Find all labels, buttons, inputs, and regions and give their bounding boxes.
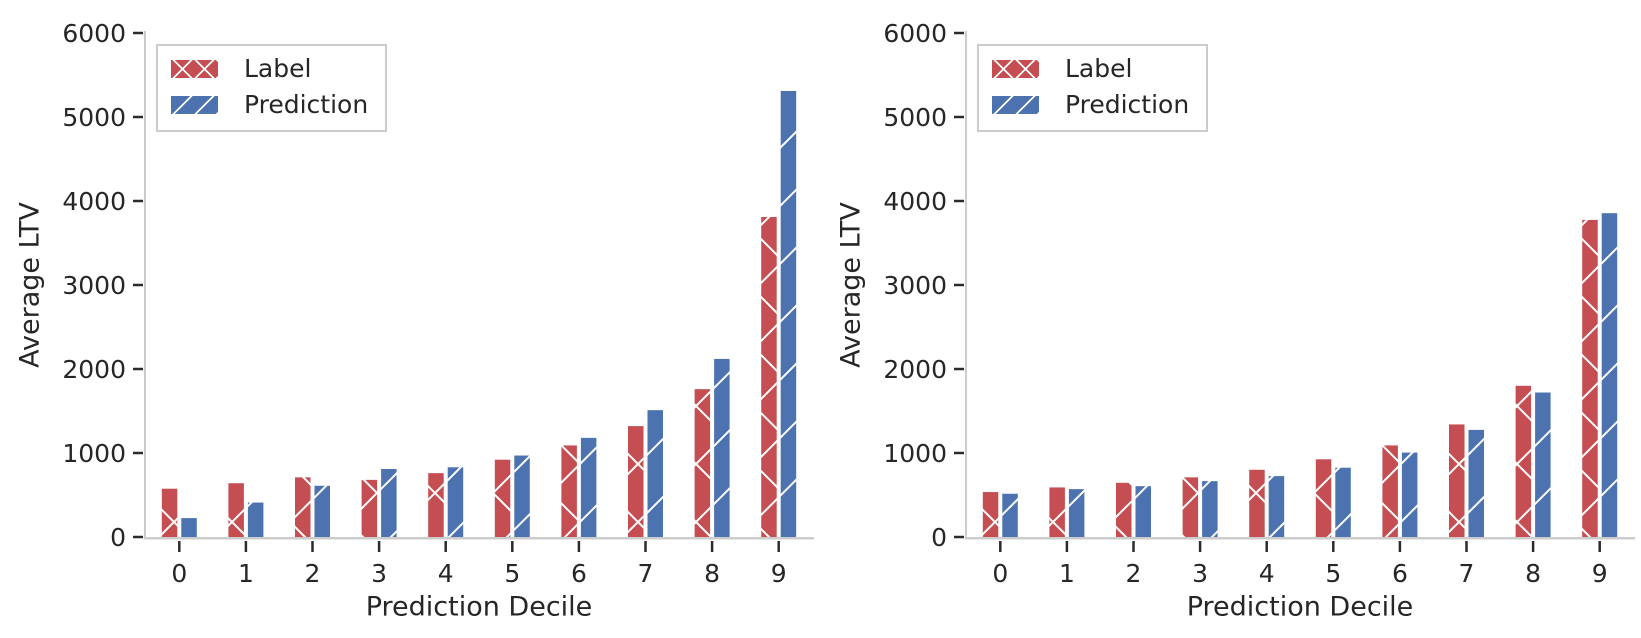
legend: Label Prediction <box>156 44 388 132</box>
x-tick-label: 7 <box>638 559 654 588</box>
x-tick-label: 9 <box>1592 559 1608 588</box>
bar-label-decile-8 <box>694 389 711 537</box>
bar-prediction-decile-0 <box>181 518 197 537</box>
legend-item-label: Label <box>171 54 368 84</box>
bar-label-decile-3 <box>1182 477 1199 537</box>
bar-prediction-decile-9 <box>780 90 797 538</box>
bar-prediction-decile-4 <box>447 467 464 537</box>
x-axis-label: Prediction Decile <box>1186 591 1414 623</box>
bar-prediction-decile-2 <box>314 485 330 537</box>
bar-label-decile-6 <box>1382 445 1398 537</box>
legend-item-label: Label <box>992 54 1189 84</box>
legend-item-prediction: Prediction <box>992 89 1190 120</box>
legend-item-prediction: Prediction <box>171 89 369 120</box>
bar-label-decile-6 <box>561 445 577 537</box>
bar-prediction-decile-7 <box>1468 429 1484 537</box>
bar-label-decile-5 <box>1315 459 1332 537</box>
legend-swatch-label <box>171 60 218 79</box>
x-tick-label: 7 <box>1459 559 1475 588</box>
y-tick-label: 5000 <box>62 103 126 132</box>
y-tick-label: 2000 <box>62 355 126 384</box>
bar-label-decile-1 <box>1049 487 1065 537</box>
x-tick-label: 4 <box>1259 559 1275 588</box>
x-tick-label: 1 <box>1059 559 1075 588</box>
y-tick-label: 2000 <box>883 355 947 384</box>
plot-area-left: 0 1000 2000 3000 4000 5000 6000 0 1 2 3 4 5 6 7 8 9 <box>62 19 814 588</box>
bar-label-decile-1 <box>228 483 244 537</box>
y-tick-label: 1000 <box>883 439 947 468</box>
bar-label-decile-5 <box>494 459 511 537</box>
bar-label-decile-8 <box>1515 385 1532 537</box>
x-tick-label: 3 <box>371 559 387 588</box>
bar-prediction-decile-4 <box>1268 476 1285 537</box>
bar-prediction-decile-1 <box>247 502 264 537</box>
x-tick-label: 9 <box>771 559 787 588</box>
x-tick-label: 2 <box>1126 559 1142 588</box>
y-tick-label: 4000 <box>883 187 947 216</box>
bar-label-decile-7 <box>1449 424 1465 537</box>
x-tick-label: 5 <box>1325 559 1341 588</box>
bar-chart-right: 0 1000 2000 3000 4000 5000 6000 0 1 2 3 4 5 6 7 8 9 Aver… <box>821 0 1641 638</box>
bar-label-decile-3 <box>361 479 378 537</box>
y-tick-label: 0 <box>931 523 947 552</box>
bar-prediction-decile-3 <box>381 468 397 537</box>
x-tick-label: 0 <box>992 559 1008 588</box>
bar-label-decile-4 <box>1249 469 1265 537</box>
x-tick-label: 2 <box>305 559 321 588</box>
bar-prediction-decile-1 <box>1068 489 1085 537</box>
legend-label: Label <box>244 54 312 83</box>
bar-prediction-decile-5 <box>1335 467 1351 537</box>
x-tick-label: 5 <box>504 559 520 588</box>
bar-prediction-decile-5 <box>514 455 530 537</box>
x-tick-label: 0 <box>171 559 187 588</box>
x-tick-label: 8 <box>1525 559 1541 588</box>
bar-prediction-decile-8 <box>714 358 730 537</box>
bar-prediction-decile-0 <box>1002 493 1018 537</box>
bar-label-decile-2 <box>295 477 311 537</box>
legend: Label Prediction <box>977 44 1209 132</box>
bar-prediction-decile-6 <box>1401 452 1418 537</box>
bar-label-decile-4 <box>428 473 444 537</box>
y-tick-label: 5000 <box>883 103 947 132</box>
bar-label-decile-0 <box>982 492 999 537</box>
bar-label-decile-7 <box>628 426 644 537</box>
y-tick-label: 6000 <box>62 19 126 48</box>
bar-label-decile-9 <box>761 216 777 537</box>
plot-area-right: 0 1000 2000 3000 4000 5000 6000 0 1 2 3 4 5 6 7 8 9 <box>883 19 1635 588</box>
legend-swatch-prediction <box>171 96 218 115</box>
bar-label-decile-0 <box>161 488 178 537</box>
y-tick-label: 4000 <box>62 187 126 216</box>
bar-prediction-decile-8 <box>1535 392 1551 537</box>
y-tick-label: 0 <box>110 523 126 552</box>
x-tick-label: 8 <box>704 559 720 588</box>
x-tick-label: 6 <box>1392 559 1408 588</box>
bar-prediction-decile-9 <box>1601 213 1618 537</box>
bar-prediction-decile-2 <box>1135 486 1151 537</box>
bar-prediction-decile-7 <box>647 410 663 537</box>
y-tick-label: 3000 <box>62 271 126 300</box>
y-tick-label: 1000 <box>62 439 126 468</box>
y-tick-label: 6000 <box>883 19 947 48</box>
legend-label: Prediction <box>244 89 369 119</box>
bar-chart-left: 0 1000 2000 3000 4000 5000 6000 0 1 2 3 4 5 6 7 8 9 Aver… <box>0 0 820 638</box>
x-axis-label: Prediction Decile <box>365 591 593 623</box>
y-axis-label: Average LTV <box>835 202 867 368</box>
x-tick-label: 4 <box>438 559 454 588</box>
x-tick-label: 1 <box>238 559 254 588</box>
bar-label-decile-2 <box>1116 482 1132 537</box>
bar-prediction-decile-6 <box>580 437 597 537</box>
legend-swatch-label <box>992 60 1039 79</box>
x-tick-label: 3 <box>1192 559 1208 588</box>
y-axis-label: Average LTV <box>14 202 46 368</box>
legend-label: Prediction <box>1065 89 1190 119</box>
x-tick-label: 6 <box>571 559 587 588</box>
bar-label-decile-9 <box>1582 219 1598 537</box>
legend-swatch-prediction <box>992 96 1039 115</box>
bar-prediction-decile-3 <box>1202 481 1218 537</box>
y-tick-label: 3000 <box>883 271 947 300</box>
legend-label: Label <box>1065 54 1133 83</box>
